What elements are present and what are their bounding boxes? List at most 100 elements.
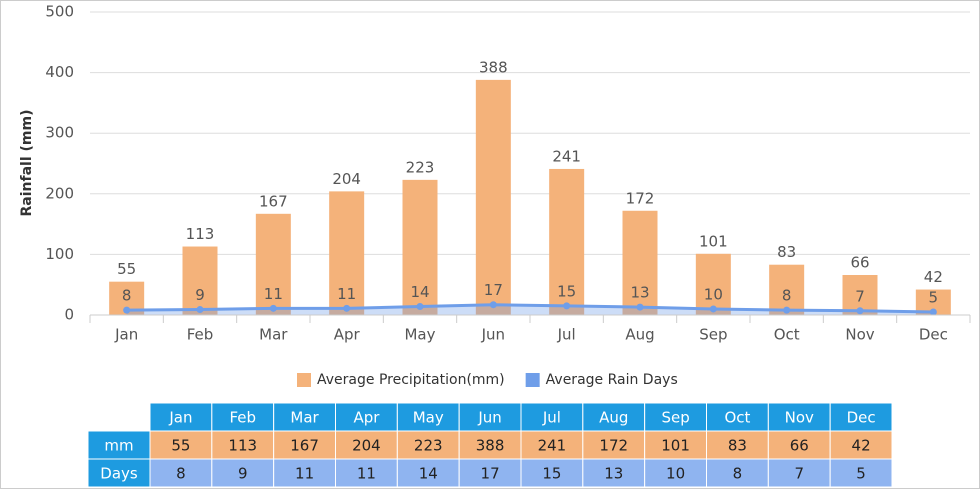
data-label: 9 (195, 286, 205, 304)
bar (476, 80, 511, 315)
data-label: 55 (117, 260, 136, 278)
table-header: Aug (599, 409, 628, 427)
data-label: 241 (552, 147, 581, 165)
table-header: Oct (724, 409, 750, 427)
y-tick-label: 500 (45, 3, 74, 21)
data-label: 83 (777, 243, 796, 261)
table-value: 11 (295, 465, 314, 483)
table-value: 388 (476, 437, 505, 455)
data-label: 17 (484, 281, 503, 299)
table-row-label: mm (104, 437, 133, 455)
point (270, 305, 277, 312)
table-value: 10 (666, 465, 685, 483)
data-label: 42 (924, 268, 943, 286)
table-header: Dec (847, 409, 876, 427)
data-label: 14 (410, 283, 429, 301)
y-tick-label: 300 (45, 124, 74, 142)
x-tick-label: Jan (114, 326, 138, 344)
table-value: 42 (852, 437, 871, 455)
table-value: 7 (794, 465, 804, 483)
data-label: 7 (855, 287, 865, 305)
data-label: 113 (186, 225, 215, 243)
point (343, 305, 350, 312)
legend-swatch (526, 373, 540, 387)
data-label: 172 (626, 189, 655, 207)
table-value: 55 (171, 437, 190, 455)
x-tick-label: Dec (919, 326, 948, 344)
table-header: Mar (290, 409, 319, 427)
table-header: Feb (229, 409, 256, 427)
x-tick-label: Sep (699, 326, 727, 344)
data-label: 15 (557, 282, 576, 300)
y-tick-label: 400 (45, 63, 74, 81)
table-header: Jan (168, 409, 192, 427)
x-tick-label: Jun (481, 326, 505, 344)
table-value: 66 (790, 437, 809, 455)
point (490, 301, 497, 308)
data-label: 13 (630, 284, 649, 302)
table-value: 17 (481, 465, 500, 483)
point (123, 307, 130, 314)
x-tick-label: Aug (625, 326, 654, 344)
data-label: 11 (264, 285, 283, 303)
legend-swatch (297, 373, 311, 387)
table-value: 241 (538, 437, 567, 455)
legend-label: Average Precipitation(mm) (317, 372, 505, 388)
point (783, 307, 790, 314)
x-tick-label: Oct (774, 326, 800, 344)
bar (183, 247, 218, 315)
x-tick-label: Nov (845, 326, 874, 344)
data-label: 388 (479, 58, 508, 76)
y-tick-label: 0 (64, 306, 74, 324)
table-value: 223 (414, 437, 443, 455)
y-tick-label: 100 (45, 245, 74, 263)
table-value: 113 (228, 437, 257, 455)
table-value: 83 (728, 437, 747, 455)
table-header: Nov (785, 409, 814, 427)
data-label: 11 (337, 285, 356, 303)
data-label: 167 (259, 192, 288, 210)
table-value: 204 (352, 437, 381, 455)
table-value: 167 (290, 437, 319, 455)
data-label: 8 (782, 287, 792, 305)
data-label: 5 (929, 288, 939, 306)
y-tick-label: 200 (45, 184, 74, 202)
point (710, 305, 717, 312)
table-row-label: Days (100, 465, 138, 483)
table-header: Jul (542, 409, 561, 427)
table-header: May (413, 409, 444, 427)
table-header: Sep (661, 409, 689, 427)
y-axis-label: Rainfall (mm) (19, 110, 35, 217)
table-value: 8 (733, 465, 743, 483)
table-header: Apr (353, 409, 380, 427)
point (563, 302, 570, 309)
point (857, 307, 864, 314)
x-tick-label: Apr (334, 326, 361, 344)
point (637, 304, 644, 311)
legend-label: Average Rain Days (546, 372, 678, 388)
table-value: 15 (542, 465, 561, 483)
data-label: 101 (699, 232, 728, 250)
data-label: 10 (704, 285, 723, 303)
table-value: 172 (599, 437, 628, 455)
table-value: 8 (176, 465, 186, 483)
data-label: 204 (332, 170, 361, 188)
x-tick-label: May (404, 326, 435, 344)
table-header: Jun (477, 409, 501, 427)
point (930, 308, 937, 315)
data-label: 8 (122, 287, 132, 305)
table-value: 13 (604, 465, 623, 483)
x-tick-label: Jul (557, 326, 576, 344)
point (197, 306, 204, 313)
data-label: 66 (850, 254, 869, 272)
data-label: 223 (406, 158, 435, 176)
point (417, 303, 424, 310)
table-value: 9 (238, 465, 248, 483)
table-value: 5 (856, 465, 866, 483)
table-value: 101 (661, 437, 690, 455)
x-tick-label: Mar (259, 326, 288, 344)
table-value: 14 (419, 465, 438, 483)
table-value: 11 (357, 465, 376, 483)
x-tick-label: Feb (187, 326, 214, 344)
